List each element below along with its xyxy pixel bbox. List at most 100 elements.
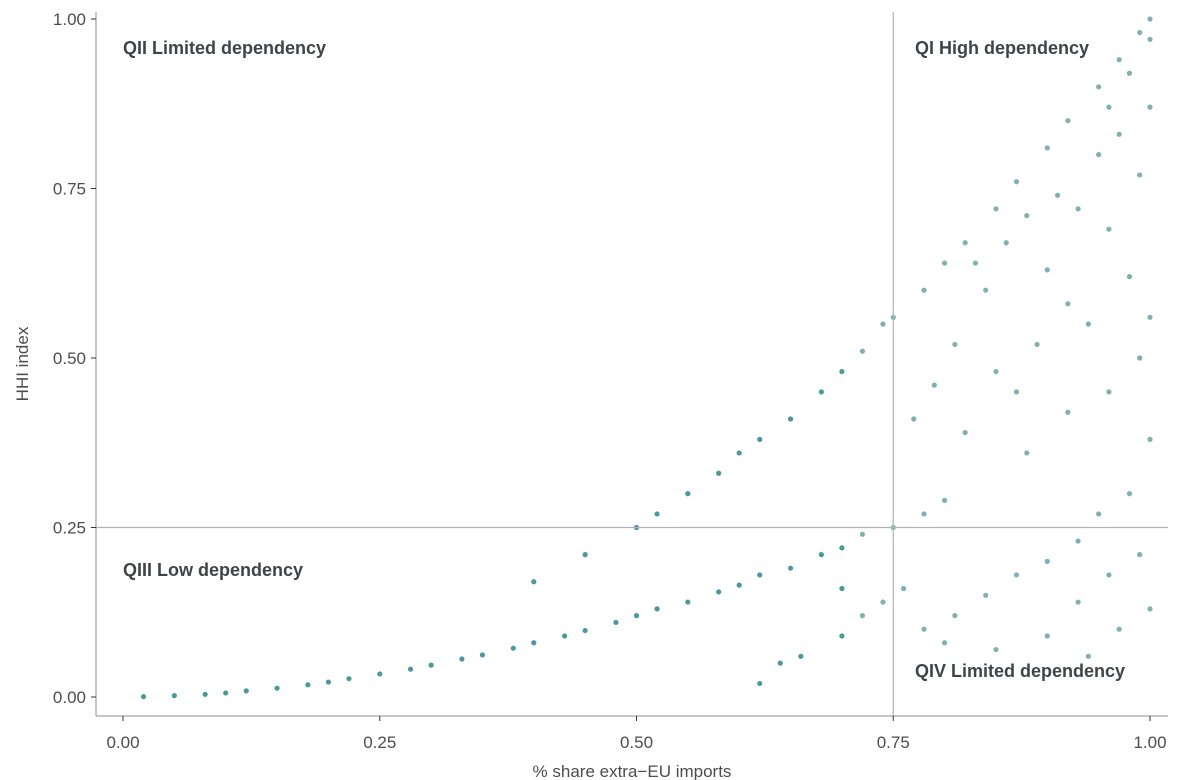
data-point — [798, 653, 804, 659]
data-point — [993, 206, 999, 212]
data-point — [736, 582, 742, 588]
data-point — [921, 626, 927, 632]
points-layer — [140, 16, 1153, 700]
data-point — [510, 645, 516, 651]
x-ticks: 0.00 0.25 0.50 0.75 1.00 — [106, 716, 1167, 752]
y-tick-label: 0.75 — [53, 180, 86, 199]
data-point — [613, 619, 619, 626]
data-point — [1013, 179, 1020, 185]
quadrant-label-qiii: QIII Low dependency — [123, 560, 303, 580]
data-point — [757, 436, 763, 442]
data-point — [562, 633, 568, 639]
data-point — [1044, 145, 1050, 151]
data-point — [942, 640, 948, 646]
data-point — [1096, 84, 1102, 90]
data-point — [1024, 213, 1030, 219]
data-point — [1147, 104, 1153, 110]
y-axis-title: HHI index — [13, 326, 32, 401]
data-point — [1147, 606, 1153, 612]
data-point — [1147, 36, 1153, 42]
data-point — [859, 531, 866, 537]
data-point — [1126, 274, 1133, 280]
data-point — [223, 690, 229, 696]
data-point — [1044, 558, 1050, 565]
data-point — [325, 679, 331, 685]
data-point — [633, 613, 640, 619]
data-point — [931, 382, 937, 388]
data-point — [1137, 29, 1143, 36]
data-point — [1137, 355, 1143, 361]
x-tick-label: 0.25 — [363, 733, 396, 752]
data-point — [140, 694, 147, 700]
data-point — [1075, 206, 1081, 212]
data-point — [274, 685, 280, 691]
x-tick-label: 0.75 — [877, 733, 910, 752]
data-point — [531, 579, 537, 585]
data-point — [1075, 599, 1081, 605]
data-point — [952, 341, 958, 348]
x-axis-title: % share extra−EU imports — [533, 762, 732, 780]
data-point — [757, 680, 763, 687]
data-point — [818, 389, 824, 395]
data-point — [1096, 511, 1102, 517]
data-point — [1137, 552, 1143, 558]
x-tick-label: 0.00 — [106, 733, 139, 752]
data-point — [428, 662, 434, 668]
data-point — [1065, 301, 1071, 307]
data-point — [1106, 572, 1112, 578]
data-point — [859, 613, 866, 619]
data-point — [582, 627, 588, 634]
data-point — [1054, 192, 1061, 198]
data-point — [459, 656, 465, 662]
data-point — [839, 545, 845, 551]
data-point — [202, 691, 208, 697]
data-point — [1126, 70, 1133, 76]
data-point — [1013, 572, 1020, 578]
data-point — [1044, 267, 1050, 273]
data-point — [685, 599, 691, 605]
data-point — [993, 646, 999, 653]
data-point — [983, 592, 989, 598]
data-point — [1096, 152, 1102, 158]
data-point — [787, 565, 794, 571]
data-point — [1147, 314, 1153, 320]
data-point — [171, 693, 177, 699]
data-point — [654, 511, 660, 517]
data-point — [305, 682, 311, 688]
y-ticks: 0.00 0.25 0.50 0.75 1.00 — [53, 10, 96, 707]
data-point — [685, 491, 691, 497]
data-point — [1137, 172, 1143, 178]
data-point — [1106, 104, 1112, 110]
data-point — [962, 429, 968, 436]
y-tick-label: 0.00 — [53, 688, 86, 707]
data-point — [1085, 653, 1091, 659]
data-point — [942, 497, 948, 503]
data-point — [1065, 409, 1071, 415]
y-tick-label: 0.25 — [53, 519, 86, 538]
data-point — [1116, 626, 1122, 632]
data-point — [859, 348, 866, 354]
data-point — [243, 688, 249, 694]
y-tick-label: 1.00 — [53, 10, 86, 29]
data-point — [716, 470, 722, 476]
data-point — [1065, 118, 1071, 124]
data-point — [1126, 491, 1133, 497]
data-point — [972, 260, 979, 266]
quadrant-label-qiv: QIV Limited dependency — [915, 661, 1125, 681]
data-point — [1106, 226, 1112, 232]
data-point — [952, 613, 958, 619]
data-point — [582, 552, 588, 558]
data-point — [1034, 341, 1040, 348]
data-point — [1106, 389, 1112, 395]
data-point — [757, 572, 763, 578]
data-point — [1013, 389, 1020, 395]
data-point — [736, 450, 742, 456]
data-point — [777, 660, 783, 666]
data-point — [787, 416, 794, 422]
data-point — [900, 585, 907, 592]
data-point — [962, 240, 968, 246]
data-point — [983, 287, 989, 293]
data-point — [993, 368, 999, 375]
data-point — [818, 552, 824, 558]
